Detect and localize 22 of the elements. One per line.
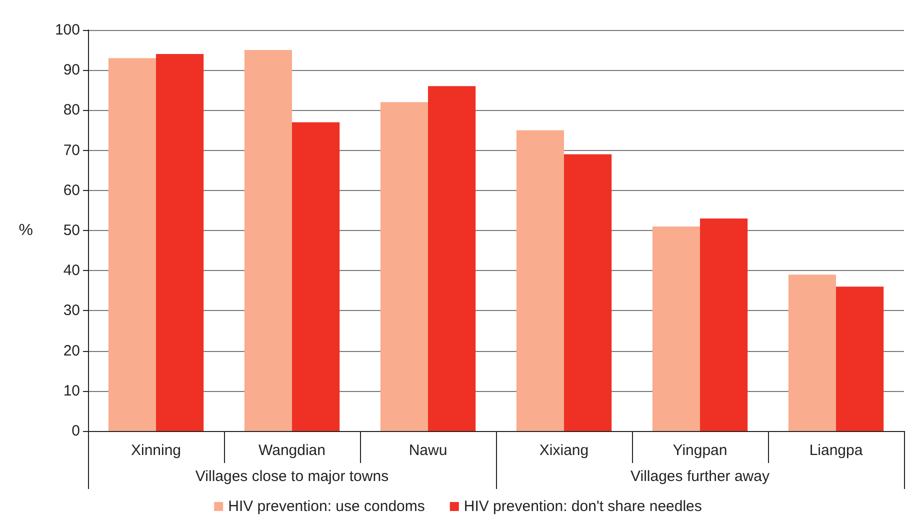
x-tick-label: Wangdian bbox=[258, 442, 326, 459]
y-tick-label: 100 bbox=[54, 22, 80, 38]
x-tick-label: Xixiang bbox=[539, 442, 589, 459]
text: Villages further away bbox=[630, 468, 770, 485]
text: Villages close to major towns bbox=[195, 468, 389, 485]
y-tick-label: 80 bbox=[63, 102, 80, 119]
y-tick-label: 0 bbox=[72, 422, 80, 440]
y-tick-label: 50 bbox=[63, 222, 80, 239]
y-tick-label: 20 bbox=[63, 342, 80, 360]
y-axis-title: % bbox=[18, 222, 33, 239]
y-tick-label: 90 bbox=[63, 62, 80, 79]
y-tick-label: 30 bbox=[63, 302, 80, 320]
x-tick-label: Nawu bbox=[408, 442, 448, 459]
y-tick-label: 10 bbox=[63, 382, 80, 400]
x-tick-label: Yingpan bbox=[672, 442, 728, 459]
y-tick-label: 70 bbox=[63, 142, 80, 159]
x-tick-label: Liangpa bbox=[809, 442, 864, 459]
legend-label: HIV prevention: don't share needles bbox=[464, 498, 702, 515]
legend-label: HIV prevention: use condoms bbox=[228, 498, 425, 515]
x-tick-label: Xinning bbox=[130, 442, 182, 459]
y-tick-label: 60 bbox=[63, 182, 80, 199]
y-tick-label: 40 bbox=[63, 262, 80, 280]
